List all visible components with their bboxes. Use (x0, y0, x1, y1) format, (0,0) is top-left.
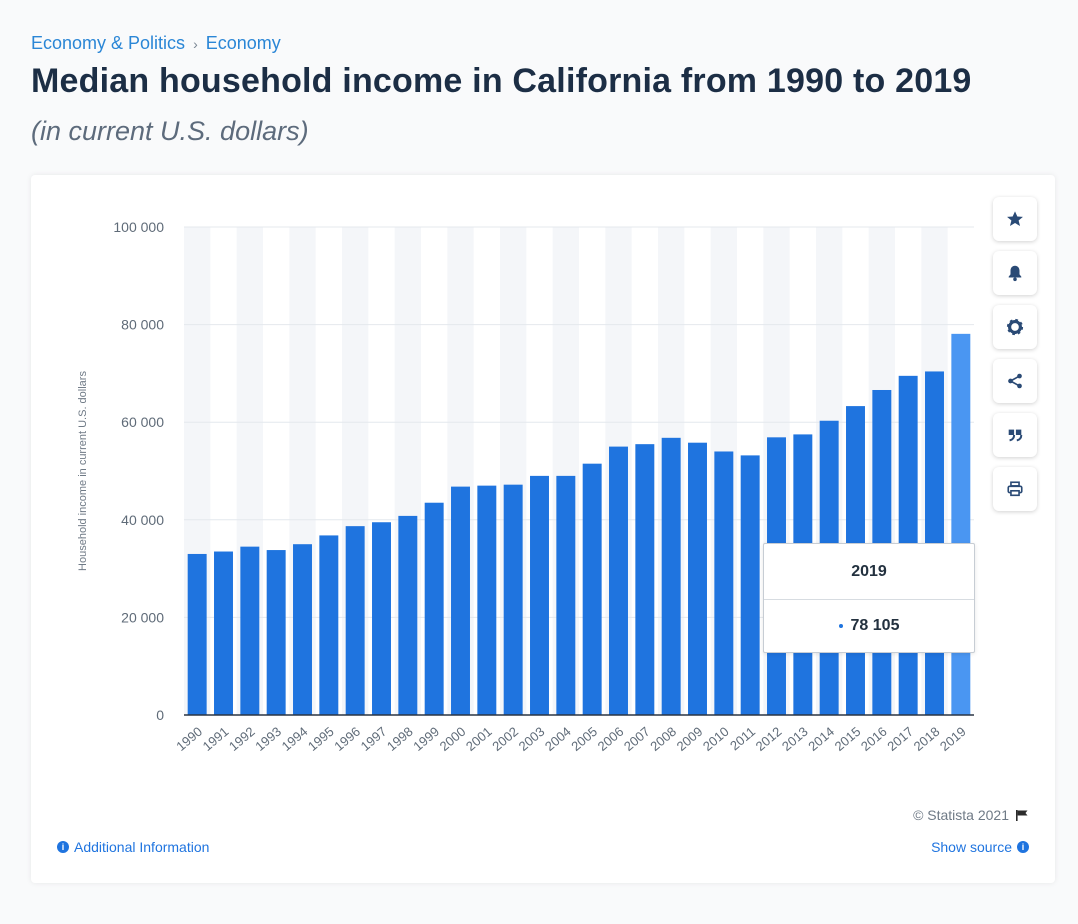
x-tick-label: 2014 (805, 724, 837, 754)
printer-icon (1007, 481, 1023, 497)
bar-chart: 0 20 000 40 000 60 000 80 000 100 000 19901991… (77, 219, 974, 754)
settings-button[interactable] (993, 305, 1037, 349)
x-tick-label: 2013 (779, 724, 811, 754)
bar[interactable] (293, 544, 312, 715)
bar[interactable] (398, 515, 418, 715)
bar[interactable] (503, 484, 523, 715)
y-tick-label: 100 000 (113, 219, 164, 235)
bar[interactable] (240, 546, 260, 715)
bar[interactable] (740, 455, 760, 715)
additional-information-label: Additional Information (74, 839, 210, 855)
additional-information-link[interactable]: i Additional Information (57, 839, 209, 855)
bar[interactable] (187, 553, 207, 715)
x-tick-label: 2010 (700, 724, 732, 754)
x-tick-label: 2006 (595, 724, 627, 754)
x-tick-label: 2017 (884, 724, 916, 754)
x-tick-label: 1997 (358, 724, 390, 754)
breadcrumb-separator: › (193, 35, 198, 52)
y-tick-label: 0 (156, 707, 164, 723)
chart-card: 0 20 000 40 000 60 000 80 000 100 000 1990 1991… (31, 175, 1055, 883)
x-tick-label: 1996 (331, 724, 363, 754)
x-tick-label: 2007 (621, 724, 653, 754)
share-button[interactable] (993, 359, 1037, 403)
bar[interactable] (214, 551, 233, 715)
x-tick-label: 2008 (647, 724, 679, 754)
x-tick-label: 1999 (410, 724, 442, 754)
info-icon: i (1017, 841, 1029, 853)
x-tick-label: 2012 (753, 724, 785, 754)
bar[interactable] (951, 333, 971, 715)
gear-icon (1006, 318, 1024, 336)
bar[interactable] (372, 522, 391, 715)
x-tick-label: 1994 (279, 724, 311, 754)
star-icon (1007, 211, 1023, 227)
x-tick-label: 2002 (489, 724, 521, 754)
tooltip-year: 2019 (764, 544, 974, 600)
share-icon (1008, 373, 1022, 389)
x-tick-label: 2005 (568, 724, 600, 754)
breadcrumb: Economy & Politics › Economy (31, 33, 281, 54)
y-axis-title: Household income in current U.S. dollars (77, 371, 89, 571)
x-tick-label: 2015 (832, 724, 864, 754)
bar[interactable] (635, 444, 655, 715)
x-tick-label: 2000 (437, 724, 469, 754)
bar[interactable] (319, 535, 339, 715)
bar[interactable] (556, 475, 576, 715)
y-tick-label: 40 000 (121, 512, 164, 528)
y-tick-label: 80 000 (121, 317, 164, 333)
breadcrumb-parent-link[interactable]: Economy & Politics (31, 33, 186, 53)
x-tick-label: 2011 (727, 724, 758, 753)
x-tick-label: 1995 (305, 724, 337, 754)
x-tick-label: 2009 (674, 724, 706, 754)
quote-icon (1008, 429, 1023, 442)
bar[interactable] (714, 451, 734, 715)
statista-credit: © Statista 2021 (913, 807, 1029, 823)
x-tick-label: 2016 (858, 724, 890, 754)
info-icon: i (57, 841, 69, 853)
bar[interactable] (451, 486, 470, 715)
bar[interactable] (688, 442, 707, 715)
page-subtitle: (in current U.S. dollars) (31, 116, 309, 146)
bar[interactable] (477, 485, 497, 715)
series-dot-icon (838, 624, 843, 628)
cite-button[interactable] (993, 413, 1037, 457)
x-tick-label: 2003 (516, 724, 548, 754)
x-tick-label: 1991 (200, 724, 232, 754)
bar[interactable] (530, 475, 549, 715)
notification-button[interactable] (993, 251, 1037, 295)
y-tick-label: 20 000 (121, 609, 164, 625)
tooltip-value-row: 78 105 (764, 600, 974, 652)
x-tick-label: 2001 (463, 724, 495, 754)
breadcrumb-current-link[interactable]: Economy (205, 33, 281, 53)
bar[interactable] (424, 502, 444, 715)
chart-tooltip: 2019 78 105 (763, 543, 975, 653)
bar[interactable] (609, 446, 628, 715)
y-tick-label: 60 000 (121, 414, 164, 430)
x-tick-label: 2019 (937, 724, 969, 754)
x-tick-label: 2018 (911, 724, 943, 754)
bar[interactable] (345, 526, 365, 715)
bell-icon (1008, 265, 1022, 282)
print-button[interactable] (993, 467, 1037, 511)
x-tick-label: 1998 (384, 724, 416, 754)
favorite-button[interactable] (993, 197, 1037, 241)
credit-text: © Statista 2021 (913, 807, 1009, 823)
bar[interactable] (582, 463, 602, 715)
x-tick-label: 2004 (542, 724, 574, 754)
x-tick-label: 1993 (252, 724, 284, 754)
x-tick-label: 1992 (226, 724, 258, 754)
show-source-link[interactable]: Show source i (931, 839, 1029, 855)
bar[interactable] (266, 550, 286, 715)
page-title: Median household income in California fr… (31, 62, 972, 100)
show-source-label: Show source (931, 839, 1012, 855)
bar[interactable] (661, 437, 681, 715)
tooltip-value: 78 105 (850, 617, 900, 634)
chart-toolbar (993, 197, 1037, 511)
x-tick-label: 1990 (173, 724, 205, 754)
flag-icon[interactable] (1015, 809, 1029, 821)
